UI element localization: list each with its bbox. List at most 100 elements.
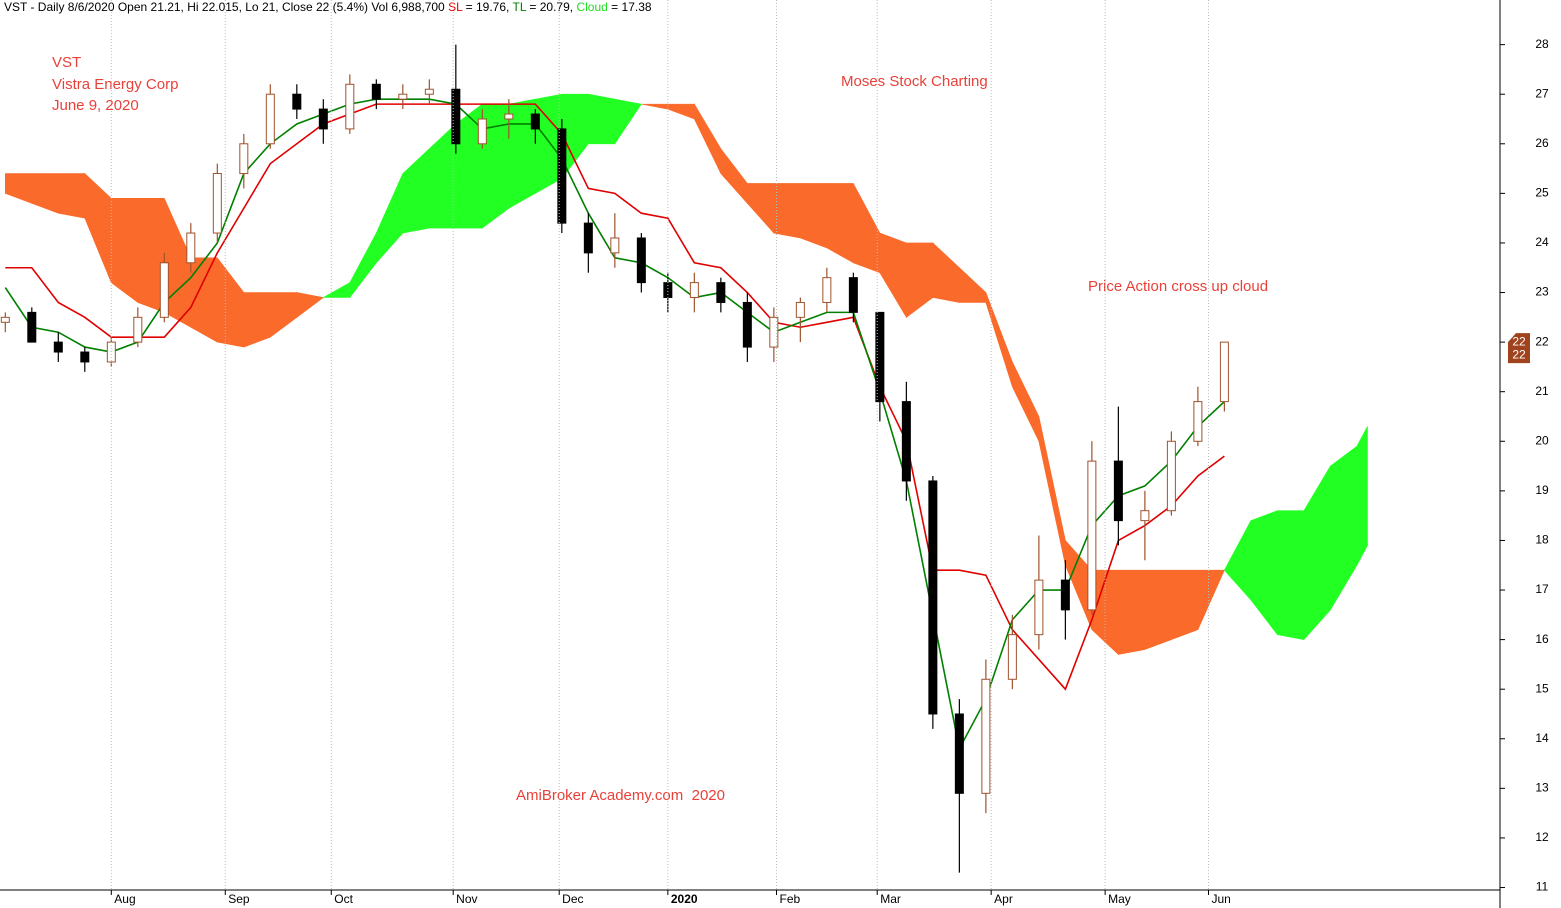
y-tick-label: 19: [1535, 483, 1549, 497]
cloud-segment: [959, 267, 987, 303]
header: VST - Daily 8/6/2020 Open 21.21, Hi 22.0…: [4, 0, 652, 14]
cloud-segment: [1012, 361, 1040, 442]
candle-body: [583, 222, 593, 254]
candle-body: [1060, 579, 1070, 611]
candle-body: [186, 232, 196, 264]
cloud-value: = 17.38: [611, 0, 652, 14]
candle-body: [928, 480, 938, 715]
cloud-segment: [1144, 569, 1172, 650]
tl-value: = 20.79,: [529, 0, 573, 14]
y-tick-label: 16: [1535, 632, 1549, 646]
y-tick-label: 23: [1535, 285, 1549, 299]
cloud-segment: [1171, 569, 1199, 641]
candle-body: [636, 237, 646, 284]
cloud-segment: [853, 183, 881, 274]
x-tick-label: Aug: [114, 892, 135, 906]
price-tag: [1508, 333, 1530, 364]
candle-body: [133, 316, 143, 343]
price-tag-label: 22: [1512, 347, 1526, 361]
y-tick-label: 20: [1535, 433, 1549, 447]
candle-body: [27, 311, 37, 343]
cloud-segment: [588, 93, 616, 145]
candle-body: [0, 316, 10, 323]
sl-value: = 19.76,: [466, 0, 510, 14]
cloud-segment: [614, 98, 642, 145]
x-tick-label: Mar: [880, 892, 901, 906]
cloud-segment: [31, 173, 59, 214]
cloud-segment: [217, 256, 245, 348]
candle-body: [1007, 634, 1017, 680]
y-tick-label: 27: [1535, 86, 1549, 100]
cloud-segment: [1038, 416, 1066, 566]
cloud-segment: [58, 173, 86, 219]
candle-body: [53, 341, 63, 353]
cloud-segment: [1330, 445, 1358, 611]
candle-body: [451, 88, 461, 145]
cloud-segment: [376, 173, 404, 264]
annotation: Moses Stock Charting: [841, 73, 988, 90]
cloud-segment: [1303, 464, 1331, 641]
annotation: Vistra Energy Corp: [52, 76, 178, 93]
candle-body: [159, 262, 169, 318]
candle-body: [1140, 510, 1150, 522]
candle-body: [345, 83, 355, 130]
header-text: VST - Daily 8/6/2020 Open 21.21, Hi 22.0…: [4, 0, 445, 14]
indicator-line: [5, 103, 1225, 691]
candle-body: [954, 713, 964, 794]
y-tick-label: 17: [1535, 582, 1549, 596]
candle-body: [742, 301, 752, 348]
candle-body: [981, 678, 991, 794]
x-tick-label: Dec: [562, 892, 583, 906]
cloud-segment: [1356, 426, 1368, 566]
y-tick-label: 21: [1535, 384, 1549, 398]
cloud-segment: [985, 292, 1013, 387]
y-tick-label: 25: [1535, 186, 1549, 200]
annotation: June 9, 2020: [52, 97, 139, 114]
cloud-segment: [1250, 510, 1278, 636]
cloud-segment: [641, 103, 669, 110]
candle-body: [769, 316, 779, 348]
candle-body: [848, 277, 858, 313]
y-tick-label: 24: [1535, 235, 1549, 249]
sl-label: SL: [448, 0, 463, 14]
cloud-segment: [111, 198, 139, 304]
y-tick-label: 14: [1535, 731, 1549, 745]
cloud-segment: [667, 103, 695, 120]
indicator-line: [4, 98, 1225, 752]
cloud-segment: [1197, 569, 1225, 630]
y-tick-label: 13: [1535, 781, 1549, 795]
candle-body: [424, 88, 434, 95]
candle-body: [875, 311, 885, 403]
y-tick-label: 26: [1535, 136, 1549, 150]
candle-body: [371, 83, 381, 100]
candle-body: [901, 401, 911, 482]
x-tick-label: Sep: [228, 892, 250, 906]
candle-body: [716, 282, 726, 303]
x-tick-label: Nov: [456, 892, 477, 906]
x-tick-label: 2020: [671, 892, 698, 906]
cloud-segment: [349, 232, 377, 299]
cloud-segment: [879, 232, 907, 319]
candle-body: [398, 93, 408, 100]
candle-body: [239, 143, 249, 175]
candle-body: [477, 118, 487, 145]
candle-body: [822, 277, 832, 303]
cloud-segment: [773, 183, 801, 239]
cloud-segment: [747, 183, 775, 234]
candle-body: [1166, 440, 1176, 512]
cloud-segment: [243, 292, 271, 348]
tl-label: TL: [513, 0, 527, 14]
candle-body: [610, 237, 620, 254]
candle-body: [530, 113, 540, 130]
x-tick-label: Jun: [1211, 892, 1230, 906]
y-tick-label: 12: [1535, 830, 1549, 844]
cloud-segment: [1277, 510, 1305, 640]
candle-body: [557, 128, 567, 224]
x-tick-label: May: [1108, 892, 1131, 906]
candle-body: [292, 93, 302, 110]
cloud-segment: [906, 242, 934, 318]
cloud-segment: [296, 292, 325, 318]
cloud-segment: [1118, 569, 1146, 655]
cloud-segment: [932, 242, 960, 303]
